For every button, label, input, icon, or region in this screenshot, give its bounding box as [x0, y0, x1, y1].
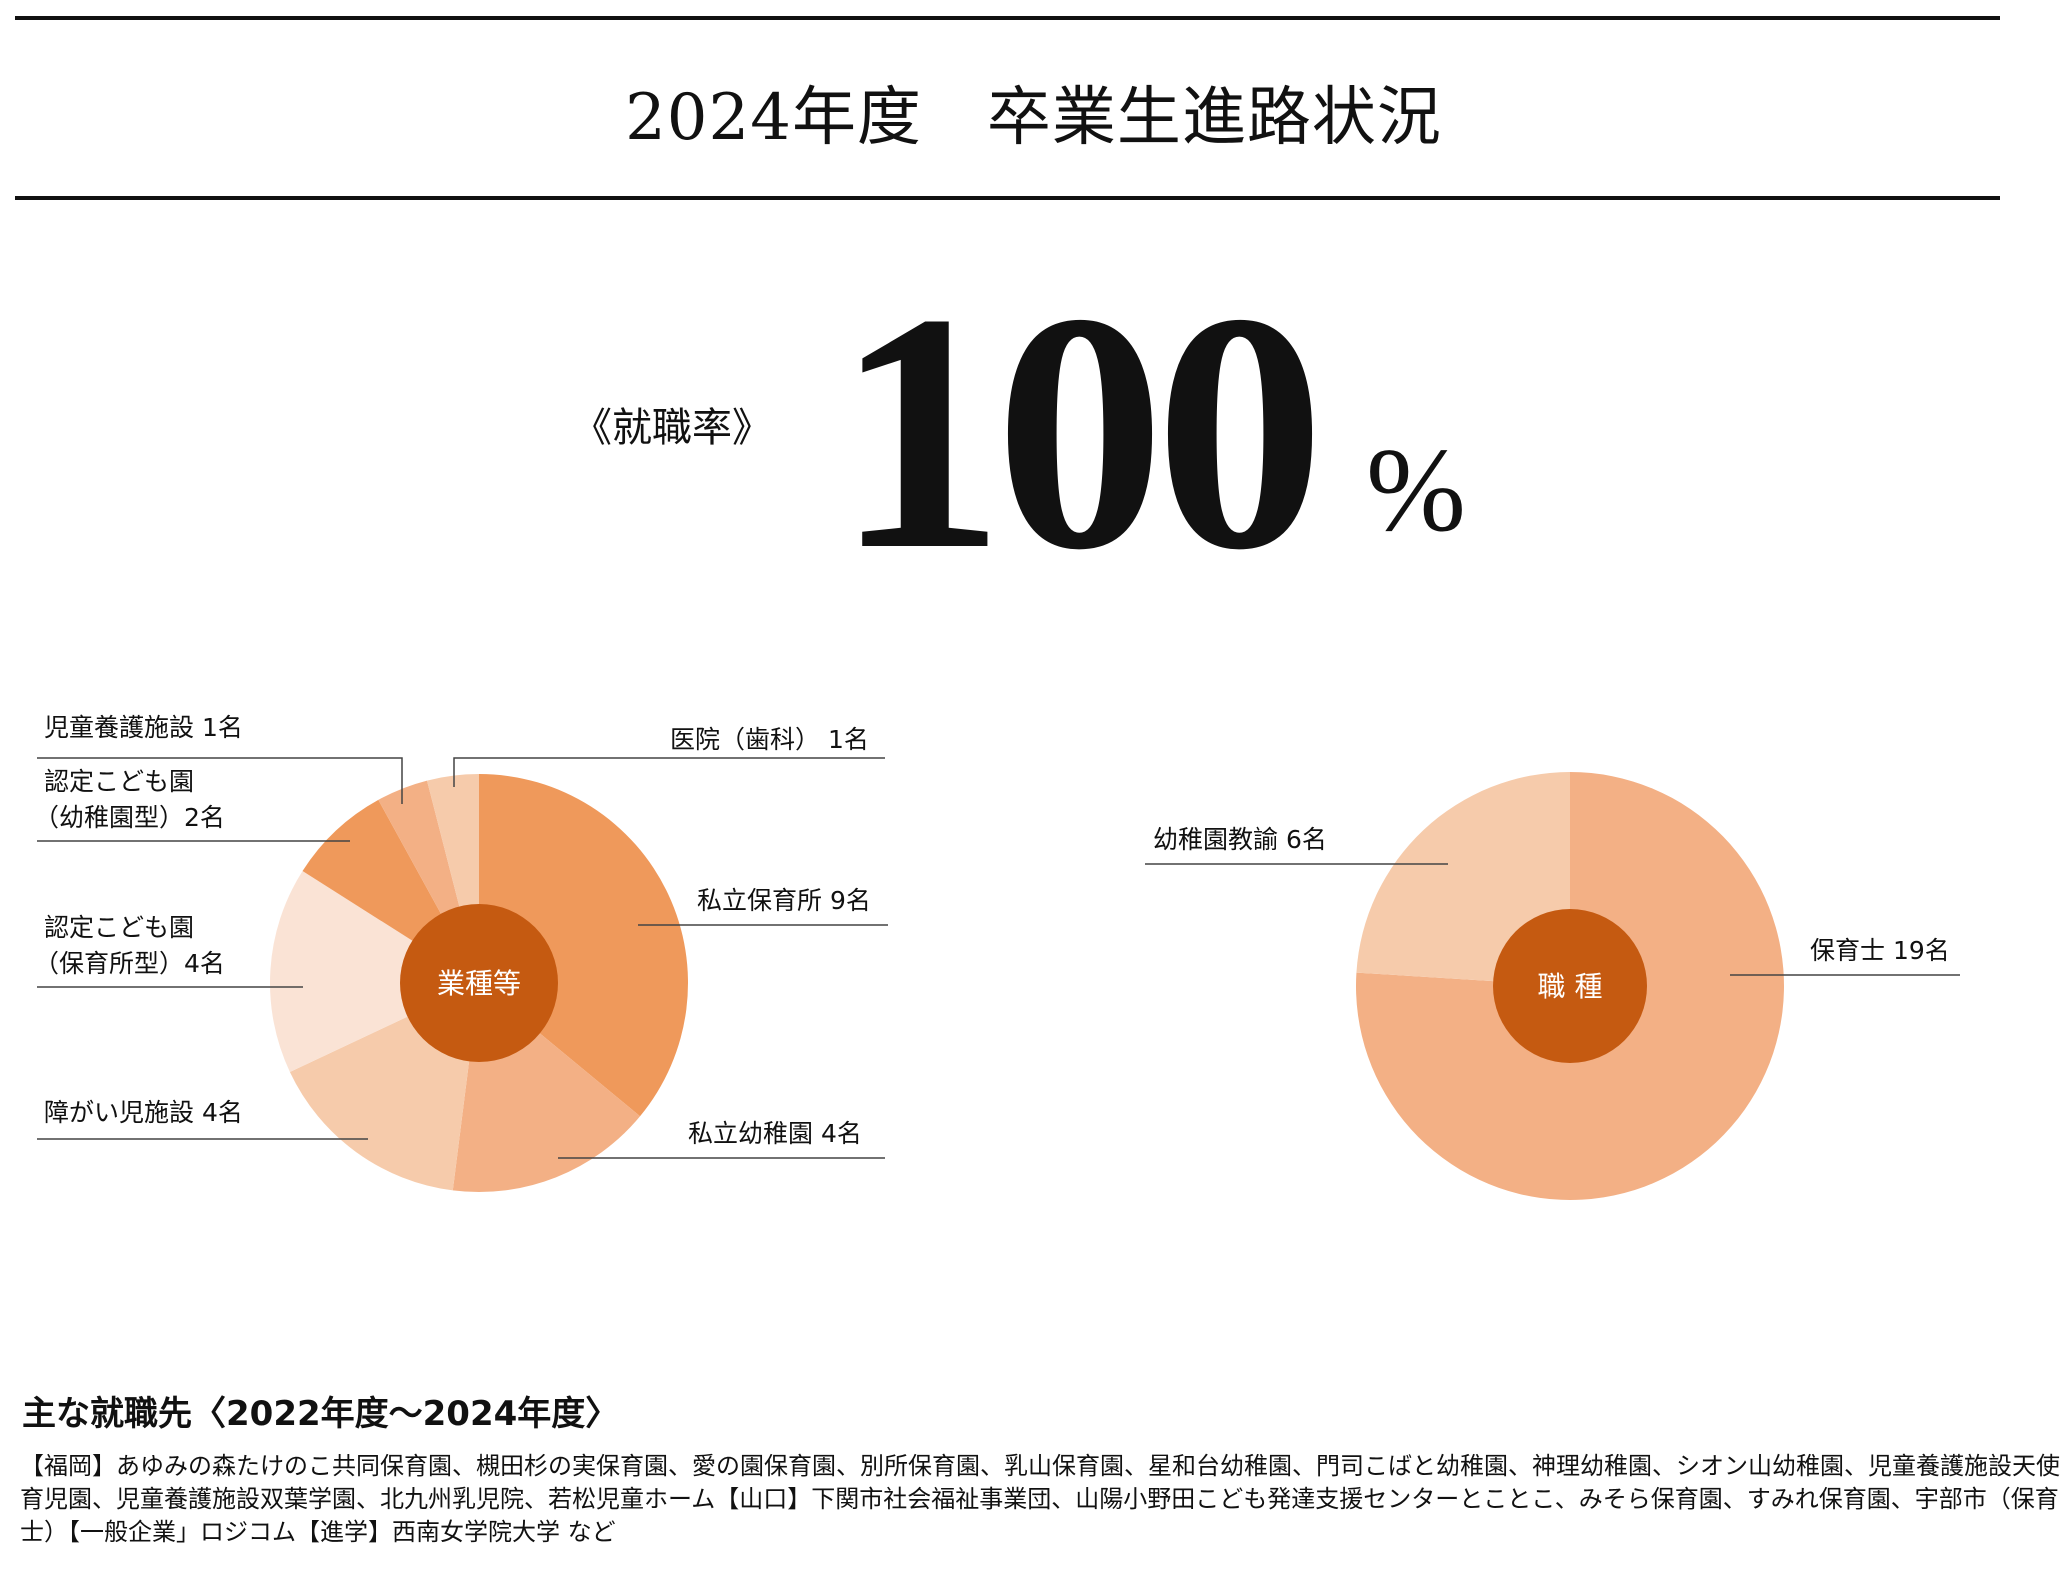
- leader-lines: [37, 757, 888, 1159]
- industry-pie-center: [400, 904, 558, 1062]
- slice-label-child-welfare: 児童養護施設 1名: [44, 713, 243, 742]
- page-title: 2024年度 卒業生進路状況: [625, 81, 1442, 155]
- slice-label-kodomoen-kindergarten-line1: 認定こども園: [44, 767, 194, 796]
- employers-heading: 主な就職先〈2022年度～2024年度〉: [22, 1394, 620, 1434]
- title-underline: [15, 196, 2000, 200]
- slice-label-dental: 医院（歯科） 1名: [670, 725, 869, 754]
- slice-label-private-nursery: 私立保育所 9名: [697, 886, 871, 915]
- industry-pie: 業種等 私立保育所 9名 私立幼稚園 4名 障がい児施設 4名 認定こども園 （…: [34, 713, 888, 1192]
- leader-lines-2: [1145, 863, 1960, 976]
- slice-label-private-kindergarten: 私立幼稚園 4名: [688, 1119, 862, 1148]
- slice-label-kodomoen-nursery-line2: （保育所型）4名: [34, 949, 225, 978]
- job-type-pie-center-label: 職 種: [1538, 970, 1603, 1003]
- employment-rate-label: 《就職率》: [572, 405, 772, 450]
- slice-label-kodomoen-kindergarten: 認定こども園 （幼稚園型）2名: [34, 767, 225, 832]
- employment-rate-unit: %: [1366, 423, 1466, 556]
- leader-line-child-welfare: [37, 757, 403, 804]
- slice-label-hoikushi: 保育士 19名: [1810, 936, 1950, 965]
- slice-label-kindergarten-teacher: 幼稚園教諭 6名: [1153, 825, 1327, 854]
- slice-label-kodomoen-nursery-line1: 認定こども園: [44, 913, 194, 942]
- industry-pie-slice-0: [479, 774, 688, 1117]
- employers-list: 【福岡】あゆみの森たけのこ共同保育園、槻田杉の実保育園、愛の園保育園、別所保育園…: [20, 1452, 2060, 1546]
- industry-pie-center-label: 業種等: [437, 967, 521, 1000]
- slice-label-kodomoen-kindergarten-line2: （幼稚園型）2名: [34, 803, 225, 832]
- leader-line-dental: [453, 757, 885, 787]
- job-type-pie: 職 種 保育士 19名 幼稚園教諭 6名: [1145, 772, 1960, 1200]
- slice-label-disability-facility: 障がい児施設 4名: [44, 1098, 243, 1127]
- industry-pie-slice-3: [270, 871, 479, 1072]
- job-type-pie-center: [1493, 909, 1647, 1063]
- employment-rate-value: 100: [835, 243, 1325, 620]
- top-rule: [15, 16, 2000, 20]
- slice-label-kodomoen-nursery: 認定こども園 （保育所型）4名: [34, 913, 225, 978]
